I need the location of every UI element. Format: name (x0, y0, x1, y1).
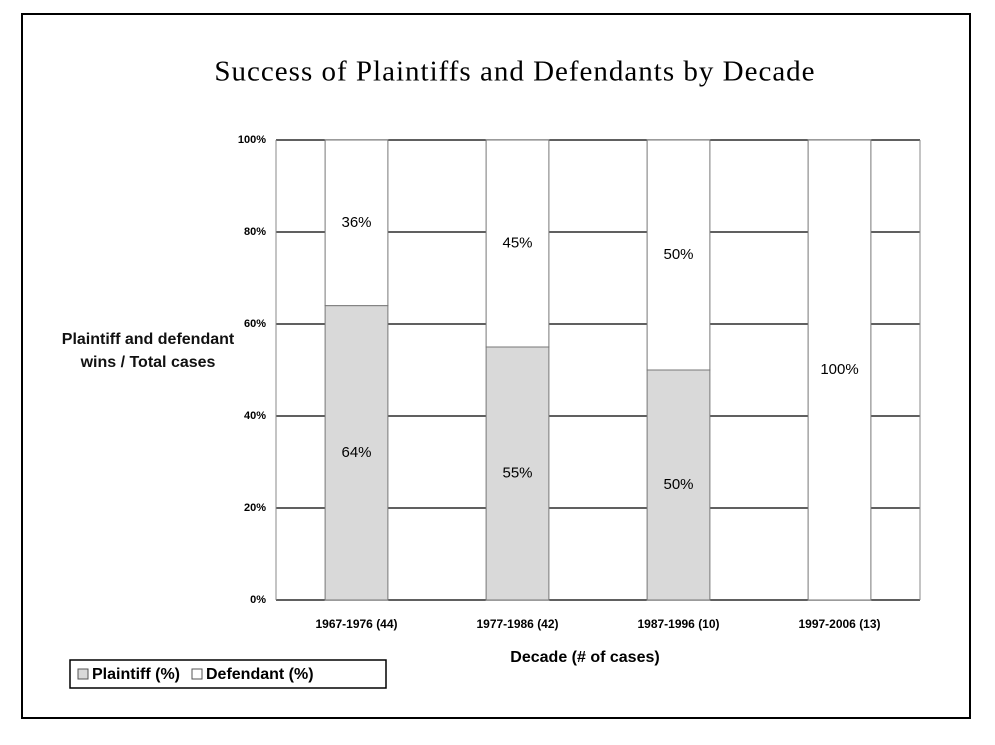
legend-swatch (77, 668, 89, 680)
y-tick-label: 100% (238, 134, 266, 146)
value-label: 50% (663, 476, 693, 493)
bar-segment (646, 139, 711, 371)
x-tick-label: 1977-1986 (42) (476, 617, 558, 631)
bar-segment (485, 139, 550, 348)
x-axis-label: Decade (# of cases) (510, 649, 659, 666)
bar-segment (646, 369, 711, 601)
legend-swatch (191, 668, 203, 680)
y-tick-label: 0% (250, 594, 266, 606)
legend-box (69, 659, 387, 689)
y-tick-label: 20% (244, 502, 266, 514)
value-label: 64% (341, 444, 371, 461)
x-tick-label: 1987-1996 (10) (637, 617, 719, 631)
chart-title: Success of Plaintiffs and Defendants by … (214, 56, 815, 88)
value-label: 45% (502, 234, 532, 251)
legend-label: Plaintiff (%) (92, 666, 180, 683)
legend-label: Defendant (%) (206, 666, 314, 683)
value-label: 50% (663, 246, 693, 263)
value-label: 36% (341, 214, 371, 231)
value-label: 100% (820, 361, 858, 378)
chart-border (21, 13, 971, 719)
bar-segment (807, 139, 872, 601)
bar-segment (324, 305, 389, 601)
y-tick-label: 60% (244, 318, 266, 330)
bar-segment (485, 346, 550, 601)
x-tick-label: 1967-1976 (44) (315, 617, 397, 631)
x-tick-label: 1997-2006 (13) (798, 617, 880, 631)
value-label: 55% (502, 464, 532, 481)
y-axis-label: Plaintiff and defendant wins / Total cas… (61, 331, 235, 371)
y-tick-label: 40% (244, 410, 266, 422)
bar-segment (324, 139, 389, 307)
y-tick-label: 80% (244, 226, 266, 238)
